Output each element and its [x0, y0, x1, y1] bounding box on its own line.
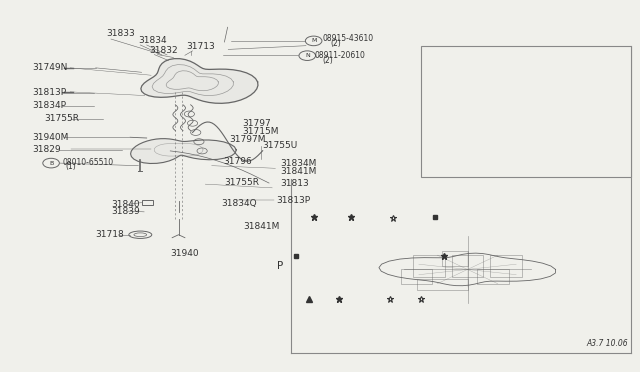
- Bar: [477, 269, 509, 284]
- Text: M: M: [311, 38, 316, 44]
- Text: 31715M: 31715M: [243, 127, 279, 136]
- Bar: [442, 251, 467, 266]
- Text: B: B: [49, 161, 53, 166]
- Text: 31839: 31839: [111, 206, 140, 216]
- Text: (2): (2): [474, 102, 484, 108]
- Text: 08915-43610: 08915-43610: [323, 34, 374, 43]
- Text: 08010-65510: 08010-65510: [63, 157, 114, 167]
- Text: 31940M: 31940M: [32, 133, 68, 142]
- Text: 31832: 31832: [149, 45, 178, 55]
- Text: 08915-43610: 08915-43610: [472, 113, 523, 122]
- Bar: [420, 46, 631, 177]
- Text: B: B: [460, 59, 464, 64]
- Bar: [141, 200, 153, 205]
- Text: 31813P: 31813P: [32, 88, 66, 97]
- Text: 31797M: 31797M: [230, 135, 266, 144]
- Text: 31840: 31840: [111, 200, 140, 209]
- Text: (2): (2): [330, 39, 341, 48]
- Text: (2): (2): [474, 122, 484, 128]
- Text: B: B: [460, 78, 464, 84]
- Polygon shape: [141, 59, 258, 103]
- Text: 31833: 31833: [106, 29, 135, 38]
- Bar: [490, 255, 522, 277]
- Text: 31755R: 31755R: [45, 114, 80, 123]
- Text: A3.7 10.06: A3.7 10.06: [586, 340, 628, 349]
- Text: (8): (8): [474, 62, 484, 69]
- Text: 08120-64522: 08120-64522: [472, 73, 522, 82]
- Text: 08120-66022: 08120-66022: [472, 54, 522, 62]
- Bar: [417, 279, 467, 290]
- Text: 31841M: 31841M: [280, 167, 317, 176]
- Text: 31841M: 31841M: [244, 222, 280, 231]
- Text: 31797: 31797: [243, 119, 271, 128]
- Text: 31713: 31713: [186, 42, 215, 51]
- Text: 31829: 31829: [32, 145, 61, 154]
- Text: 31834Q: 31834Q: [221, 199, 257, 208]
- Text: 31834: 31834: [138, 36, 167, 45]
- Text: W: W: [460, 118, 465, 123]
- Text: N: N: [305, 53, 310, 58]
- Text: 08911-20610: 08911-20610: [472, 93, 522, 102]
- Text: 08911-20610: 08911-20610: [315, 51, 366, 60]
- Text: 31755R: 31755R: [225, 178, 259, 187]
- Text: (2): (2): [323, 56, 333, 65]
- Text: P: P: [277, 261, 284, 271]
- Text: 31796: 31796: [223, 157, 252, 166]
- Bar: [452, 255, 483, 277]
- Text: 31834M: 31834M: [280, 158, 317, 168]
- Text: (1): (1): [65, 162, 76, 171]
- Text: 31813P: 31813P: [276, 196, 311, 205]
- Text: 31940: 31940: [170, 249, 199, 258]
- Text: 31718: 31718: [96, 230, 124, 239]
- Bar: [413, 255, 445, 277]
- Bar: [401, 269, 433, 284]
- Text: 31755U: 31755U: [262, 141, 298, 150]
- Text: 31834P: 31834P: [32, 101, 66, 110]
- Text: 31749N: 31749N: [32, 63, 67, 72]
- Text: 31813: 31813: [280, 179, 309, 187]
- Text: (14): (14): [474, 82, 489, 89]
- Text: N: N: [460, 98, 465, 103]
- Polygon shape: [131, 139, 236, 163]
- Text: 31710A: 31710A: [456, 134, 486, 142]
